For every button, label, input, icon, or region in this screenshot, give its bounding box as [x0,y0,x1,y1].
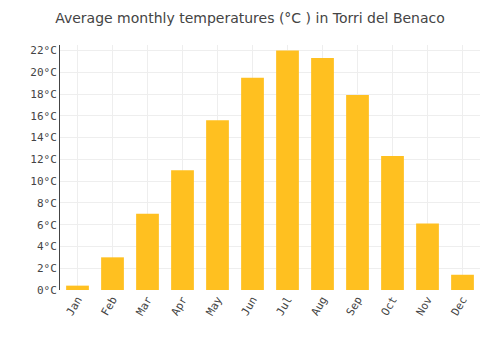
svg-text:Jun: Jun [239,294,260,318]
svg-text:12°C: 12°C [30,153,57,166]
svg-text:Sep: Sep [344,294,365,318]
svg-text:8°C: 8°C [37,197,57,210]
svg-text:20°C: 20°C [30,66,57,79]
svg-text:4°C: 4°C [37,240,57,253]
svg-text:Jul: Jul [274,294,295,318]
svg-text:Nov: Nov [414,294,435,318]
svg-text:18°C: 18°C [30,88,57,101]
svg-text:22°C: 22°C [30,44,57,57]
svg-text:Oct: Oct [379,294,400,318]
svg-text:14°C: 14°C [30,131,57,144]
svg-text:10°C: 10°C [30,175,57,188]
svg-text:0°C: 0°C [37,284,57,297]
svg-text:Jan: Jan [64,294,85,318]
svg-text:2°C: 2°C [37,262,57,275]
svg-text:Apr: Apr [169,294,190,318]
svg-text:Aug: Aug [309,294,330,318]
svg-text:16°C: 16°C [30,110,57,123]
svg-text:Average monthly temperatures (: Average monthly temperatures (°C ) in To… [55,10,445,26]
svg-text:6°C: 6°C [37,219,57,232]
svg-text:Feb: Feb [99,294,120,318]
svg-text:Mar: Mar [134,294,155,318]
svg-text:Dec: Dec [449,294,470,318]
svg-text:May: May [204,294,225,318]
